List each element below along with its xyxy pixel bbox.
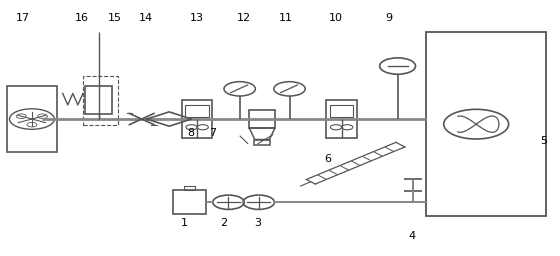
Bar xyxy=(185,105,209,117)
Text: 1: 1 xyxy=(181,218,188,228)
Text: 2: 2 xyxy=(221,218,227,228)
Text: 7: 7 xyxy=(209,128,216,138)
Text: 3: 3 xyxy=(254,218,261,228)
Bar xyxy=(85,86,112,114)
Bar xyxy=(83,76,118,125)
Bar xyxy=(249,110,275,128)
Text: 6: 6 xyxy=(324,154,331,164)
Text: 13: 13 xyxy=(190,13,204,23)
Text: 15: 15 xyxy=(108,13,122,23)
Text: 4: 4 xyxy=(408,230,415,241)
Text: 5: 5 xyxy=(540,136,547,146)
Text: 16: 16 xyxy=(75,13,89,23)
Text: 10: 10 xyxy=(329,13,343,23)
Text: 12: 12 xyxy=(236,13,251,23)
Bar xyxy=(326,100,357,138)
Bar xyxy=(173,190,206,215)
Bar xyxy=(182,100,212,138)
Bar xyxy=(7,86,57,152)
Text: 14: 14 xyxy=(138,13,153,23)
Bar xyxy=(184,186,195,190)
Bar xyxy=(426,32,546,216)
Bar xyxy=(330,105,353,117)
Text: 17: 17 xyxy=(15,13,30,23)
Text: 11: 11 xyxy=(279,13,293,23)
Text: 8: 8 xyxy=(187,128,194,138)
Bar xyxy=(254,140,270,145)
Text: 9: 9 xyxy=(386,13,393,23)
